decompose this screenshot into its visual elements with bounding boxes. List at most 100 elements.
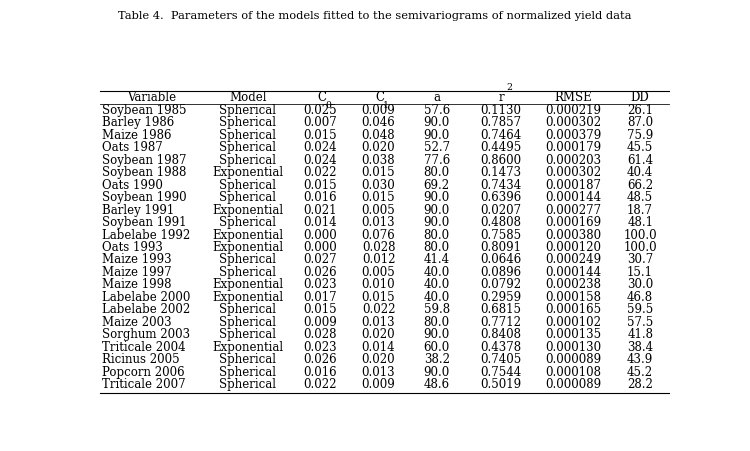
Text: 48.6: 48.6 (424, 378, 450, 391)
Text: 66.2: 66.2 (627, 179, 653, 192)
Text: 0.8091: 0.8091 (480, 241, 521, 254)
Text: 80.0: 80.0 (424, 229, 450, 242)
Text: Spherical: Spherical (219, 154, 276, 166)
Text: 90.0: 90.0 (424, 191, 450, 204)
Text: Exponential: Exponential (212, 229, 284, 242)
Text: 0.010: 0.010 (362, 278, 395, 291)
Text: C: C (317, 91, 326, 104)
Text: Table 4.  Parameters of the models fitted to the semivariograms of normalized yi: Table 4. Parameters of the models fitted… (118, 11, 632, 21)
Text: 90.0: 90.0 (424, 366, 450, 379)
Text: Spherical: Spherical (219, 354, 276, 366)
Text: 0.030: 0.030 (362, 179, 395, 192)
Text: 0.023: 0.023 (304, 341, 338, 354)
Text: 0.017: 0.017 (304, 291, 338, 304)
Text: Soybean 1991: Soybean 1991 (103, 216, 187, 229)
Text: Maize 2003: Maize 2003 (103, 316, 172, 329)
Text: Barley 1991: Barley 1991 (103, 203, 175, 216)
Text: Variable: Variable (128, 91, 176, 104)
Text: Exponential: Exponential (212, 291, 284, 304)
Text: 1: 1 (383, 101, 389, 110)
Text: 0.000169: 0.000169 (545, 216, 602, 229)
Text: 0: 0 (325, 101, 331, 110)
Text: 90.0: 90.0 (424, 328, 450, 341)
Text: 52.7: 52.7 (424, 141, 450, 154)
Text: 40.0: 40.0 (424, 278, 450, 291)
Text: Triticale 2004: Triticale 2004 (103, 341, 186, 354)
Text: 0.023: 0.023 (304, 278, 338, 291)
Text: 0.000144: 0.000144 (545, 191, 602, 204)
Text: 0.7544: 0.7544 (480, 366, 521, 379)
Text: 40.0: 40.0 (424, 291, 450, 304)
Text: 0.8600: 0.8600 (480, 154, 521, 166)
Text: Exponential: Exponential (212, 341, 284, 354)
Text: Spherical: Spherical (219, 216, 276, 229)
Text: Oats 1993: Oats 1993 (103, 241, 164, 254)
Text: 77.6: 77.6 (424, 154, 450, 166)
Text: 0.0896: 0.0896 (480, 266, 521, 279)
Text: 0.020: 0.020 (362, 354, 395, 366)
Text: 0.2959: 0.2959 (480, 291, 521, 304)
Text: 0.000203: 0.000203 (545, 154, 602, 166)
Text: 48.5: 48.5 (627, 191, 653, 204)
Text: 38.2: 38.2 (424, 354, 450, 366)
Text: 61.4: 61.4 (627, 154, 653, 166)
Text: Spherical: Spherical (219, 129, 276, 142)
Text: 0.009: 0.009 (362, 378, 395, 391)
Text: 100.0: 100.0 (623, 241, 657, 254)
Text: Maize 1997: Maize 1997 (103, 266, 172, 279)
Text: 0.000135: 0.000135 (545, 328, 602, 341)
Text: 0.8408: 0.8408 (480, 328, 521, 341)
Text: 69.2: 69.2 (424, 179, 450, 192)
Text: Spherical: Spherical (219, 141, 276, 154)
Text: 15.1: 15.1 (627, 266, 653, 279)
Text: 0.0792: 0.0792 (480, 278, 521, 291)
Text: Soybean 1987: Soybean 1987 (103, 154, 187, 166)
Text: 0.022: 0.022 (362, 304, 395, 317)
Text: 0.0207: 0.0207 (480, 203, 521, 216)
Text: 0.048: 0.048 (362, 129, 395, 142)
Text: 0.000179: 0.000179 (545, 141, 602, 154)
Text: 0.000238: 0.000238 (545, 278, 602, 291)
Text: Spherical: Spherical (219, 253, 276, 267)
Text: Exponential: Exponential (212, 241, 284, 254)
Text: 57.5: 57.5 (627, 316, 653, 329)
Text: 0.0646: 0.0646 (480, 253, 521, 267)
Text: 87.0: 87.0 (627, 116, 653, 129)
Text: Spherical: Spherical (219, 191, 276, 204)
Text: Maize 1998: Maize 1998 (103, 278, 172, 291)
Text: 0.000379: 0.000379 (545, 129, 602, 142)
Text: 80.0: 80.0 (424, 316, 450, 329)
Text: 43.9: 43.9 (627, 354, 653, 366)
Text: 0.000120: 0.000120 (545, 241, 602, 254)
Text: Soybean 1985: Soybean 1985 (103, 104, 187, 117)
Text: Spherical: Spherical (219, 104, 276, 117)
Text: 0.7434: 0.7434 (480, 179, 521, 192)
Text: 26.1: 26.1 (627, 104, 653, 117)
Text: 0.5019: 0.5019 (480, 378, 521, 391)
Text: Spherical: Spherical (219, 316, 276, 329)
Text: 0.012: 0.012 (362, 253, 395, 267)
Text: 0.026: 0.026 (304, 354, 338, 366)
Text: Exponential: Exponential (212, 278, 284, 291)
Text: 46.8: 46.8 (627, 291, 653, 304)
Text: Spherical: Spherical (219, 266, 276, 279)
Text: 60.0: 60.0 (424, 341, 450, 354)
Text: 59.5: 59.5 (627, 304, 653, 317)
Text: 0.000102: 0.000102 (545, 316, 602, 329)
Text: 38.4: 38.4 (627, 341, 653, 354)
Text: 0.013: 0.013 (362, 216, 395, 229)
Text: DD: DD (631, 91, 650, 104)
Text: 0.000277: 0.000277 (545, 203, 602, 216)
Text: 0.028: 0.028 (362, 241, 395, 254)
Text: 0.009: 0.009 (362, 104, 395, 117)
Text: Sorghum 2003: Sorghum 2003 (103, 328, 190, 341)
Text: RMSE: RMSE (554, 91, 592, 104)
Text: Labelabe 2002: Labelabe 2002 (103, 304, 190, 317)
Text: 0.6396: 0.6396 (480, 191, 521, 204)
Text: 0.009: 0.009 (304, 316, 338, 329)
Text: Ricinus 2005: Ricinus 2005 (103, 354, 180, 366)
Text: 0.4378: 0.4378 (480, 341, 521, 354)
Text: 100.0: 100.0 (623, 229, 657, 242)
Text: 41.8: 41.8 (627, 328, 653, 341)
Text: 0.016: 0.016 (304, 366, 338, 379)
